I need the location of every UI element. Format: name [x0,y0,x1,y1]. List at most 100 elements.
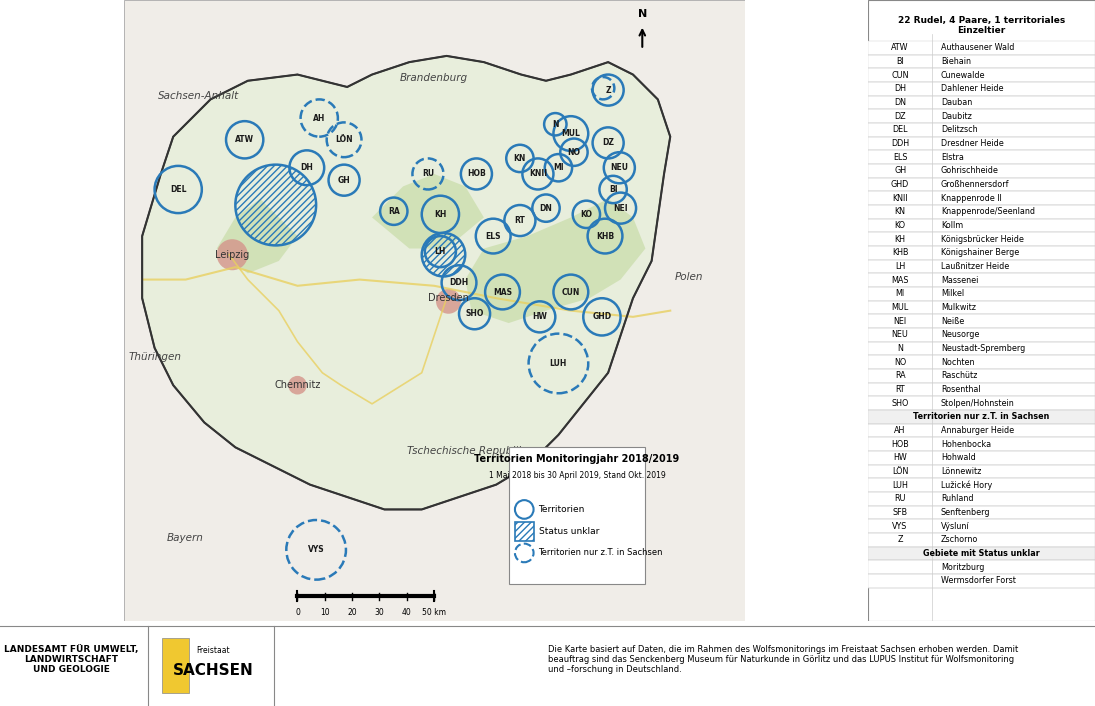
Text: MUL: MUL [891,303,909,312]
Text: 20: 20 [347,608,357,616]
Bar [868,369,1095,383]
Polygon shape [372,174,484,249]
Bar [868,451,1095,465]
Bar [868,150,1095,164]
Bar [868,205,1095,219]
Text: CUN: CUN [562,287,580,297]
Text: Territorien nur z.T. in Sachsen: Territorien nur z.T. in Sachsen [539,549,664,558]
Text: Z: Z [897,535,902,544]
Bar [868,273,1095,287]
Text: NEI: NEI [894,317,907,325]
Bar [868,68,1095,82]
Text: Brandenburg: Brandenburg [400,73,469,83]
Text: Delitzsch: Delitzsch [941,126,978,134]
Text: DZ: DZ [895,112,906,121]
Text: HW: HW [894,453,907,462]
Text: LÖN: LÖN [892,467,908,476]
Text: Raschütz: Raschütz [941,371,977,381]
Text: DH: DH [300,163,313,172]
Bar [868,82,1095,96]
Text: ATW: ATW [891,43,909,52]
Text: LUH: LUH [550,359,567,368]
Text: LH: LH [895,262,906,271]
Text: Cunewalde: Cunewalde [941,71,986,80]
Text: RA: RA [388,207,400,216]
Bar [868,546,1095,561]
Bar [868,191,1095,205]
Text: BI: BI [896,57,904,66]
Text: Neiße: Neiße [941,317,964,325]
Text: Hohenbocka: Hohenbocka [941,440,991,449]
Text: Sachsen-Anhalt: Sachsen-Anhalt [158,91,239,102]
Text: BI: BI [609,185,618,194]
Text: Thüringen: Thüringen [128,352,181,362]
Text: MAS: MAS [891,276,909,285]
Bar [868,410,1095,424]
Bar [868,287,1095,301]
Text: Dresden: Dresden [428,293,469,303]
Text: Territorien: Territorien [539,505,585,514]
Text: NO: NO [567,148,580,157]
Text: NEU: NEU [610,163,629,172]
Text: ELS: ELS [892,152,908,162]
Text: SACHSEN: SACHSEN [173,663,254,678]
Bar [868,123,1095,137]
Text: N: N [897,344,903,353]
Text: MI: MI [553,163,564,172]
Text: Bayern: Bayern [168,532,204,542]
Text: DEL: DEL [892,126,908,134]
Bar [868,505,1095,520]
Text: Moritzburg: Moritzburg [941,563,984,572]
Bar [868,383,1095,396]
Text: KN: KN [895,208,906,216]
Text: Senftenberg: Senftenberg [941,508,990,517]
Text: Chemnitz: Chemnitz [275,381,321,390]
Text: Z: Z [606,85,611,95]
Bar [868,574,1095,587]
Bar [868,137,1095,150]
Text: Biehain: Biehain [941,57,971,66]
Text: Status unklar: Status unklar [539,527,599,536]
Bar [868,561,1095,574]
Text: Territorien nur z.T. in Sachsen: Territorien nur z.T. in Sachsen [913,412,1050,421]
Text: SHO: SHO [465,309,484,318]
Bar [868,54,1095,68]
Text: MUL: MUL [562,129,580,138]
Polygon shape [217,199,298,273]
Text: GHD: GHD [891,180,909,189]
Text: Mulkwitz: Mulkwitz [941,303,976,312]
Text: Lönnewitz: Lönnewitz [941,467,981,476]
Text: ELS: ELS [485,232,500,241]
Text: HOB: HOB [891,440,909,449]
Text: RU: RU [895,494,906,503]
Text: Freistaat: Freistaat [197,647,230,655]
Text: Hohwald: Hohwald [941,453,976,462]
Bar [868,314,1095,328]
Text: 40: 40 [402,608,412,616]
Text: 10: 10 [320,608,330,616]
Text: HW: HW [532,312,548,321]
Text: Dresdner Heide: Dresdner Heide [941,139,1004,148]
Bar [868,342,1095,355]
Text: DH: DH [895,84,906,93]
Bar [868,109,1095,123]
Text: Großhennersdorf: Großhennersdorf [941,180,1010,189]
Text: AH: AH [313,114,325,123]
Text: LH: LH [435,247,446,256]
Text: NO: NO [894,358,907,366]
Bar [868,41,1095,54]
Text: MAS: MAS [493,287,512,297]
Bar [868,492,1095,505]
Text: Daubitz: Daubitz [941,112,971,121]
Text: Milkel: Milkel [941,289,964,299]
Bar [868,355,1095,369]
Text: Wermsdorfer Forst: Wermsdorfer Forst [941,576,1016,585]
Text: KHB: KHB [891,249,909,258]
Bar [868,533,1095,546]
Text: DN: DN [895,98,906,107]
Text: Polen: Polen [675,272,703,282]
Text: DEL: DEL [170,185,186,194]
Text: 0: 0 [295,608,300,616]
Text: Dahlener Heide: Dahlener Heide [941,84,1003,93]
Text: VYS: VYS [308,545,324,554]
